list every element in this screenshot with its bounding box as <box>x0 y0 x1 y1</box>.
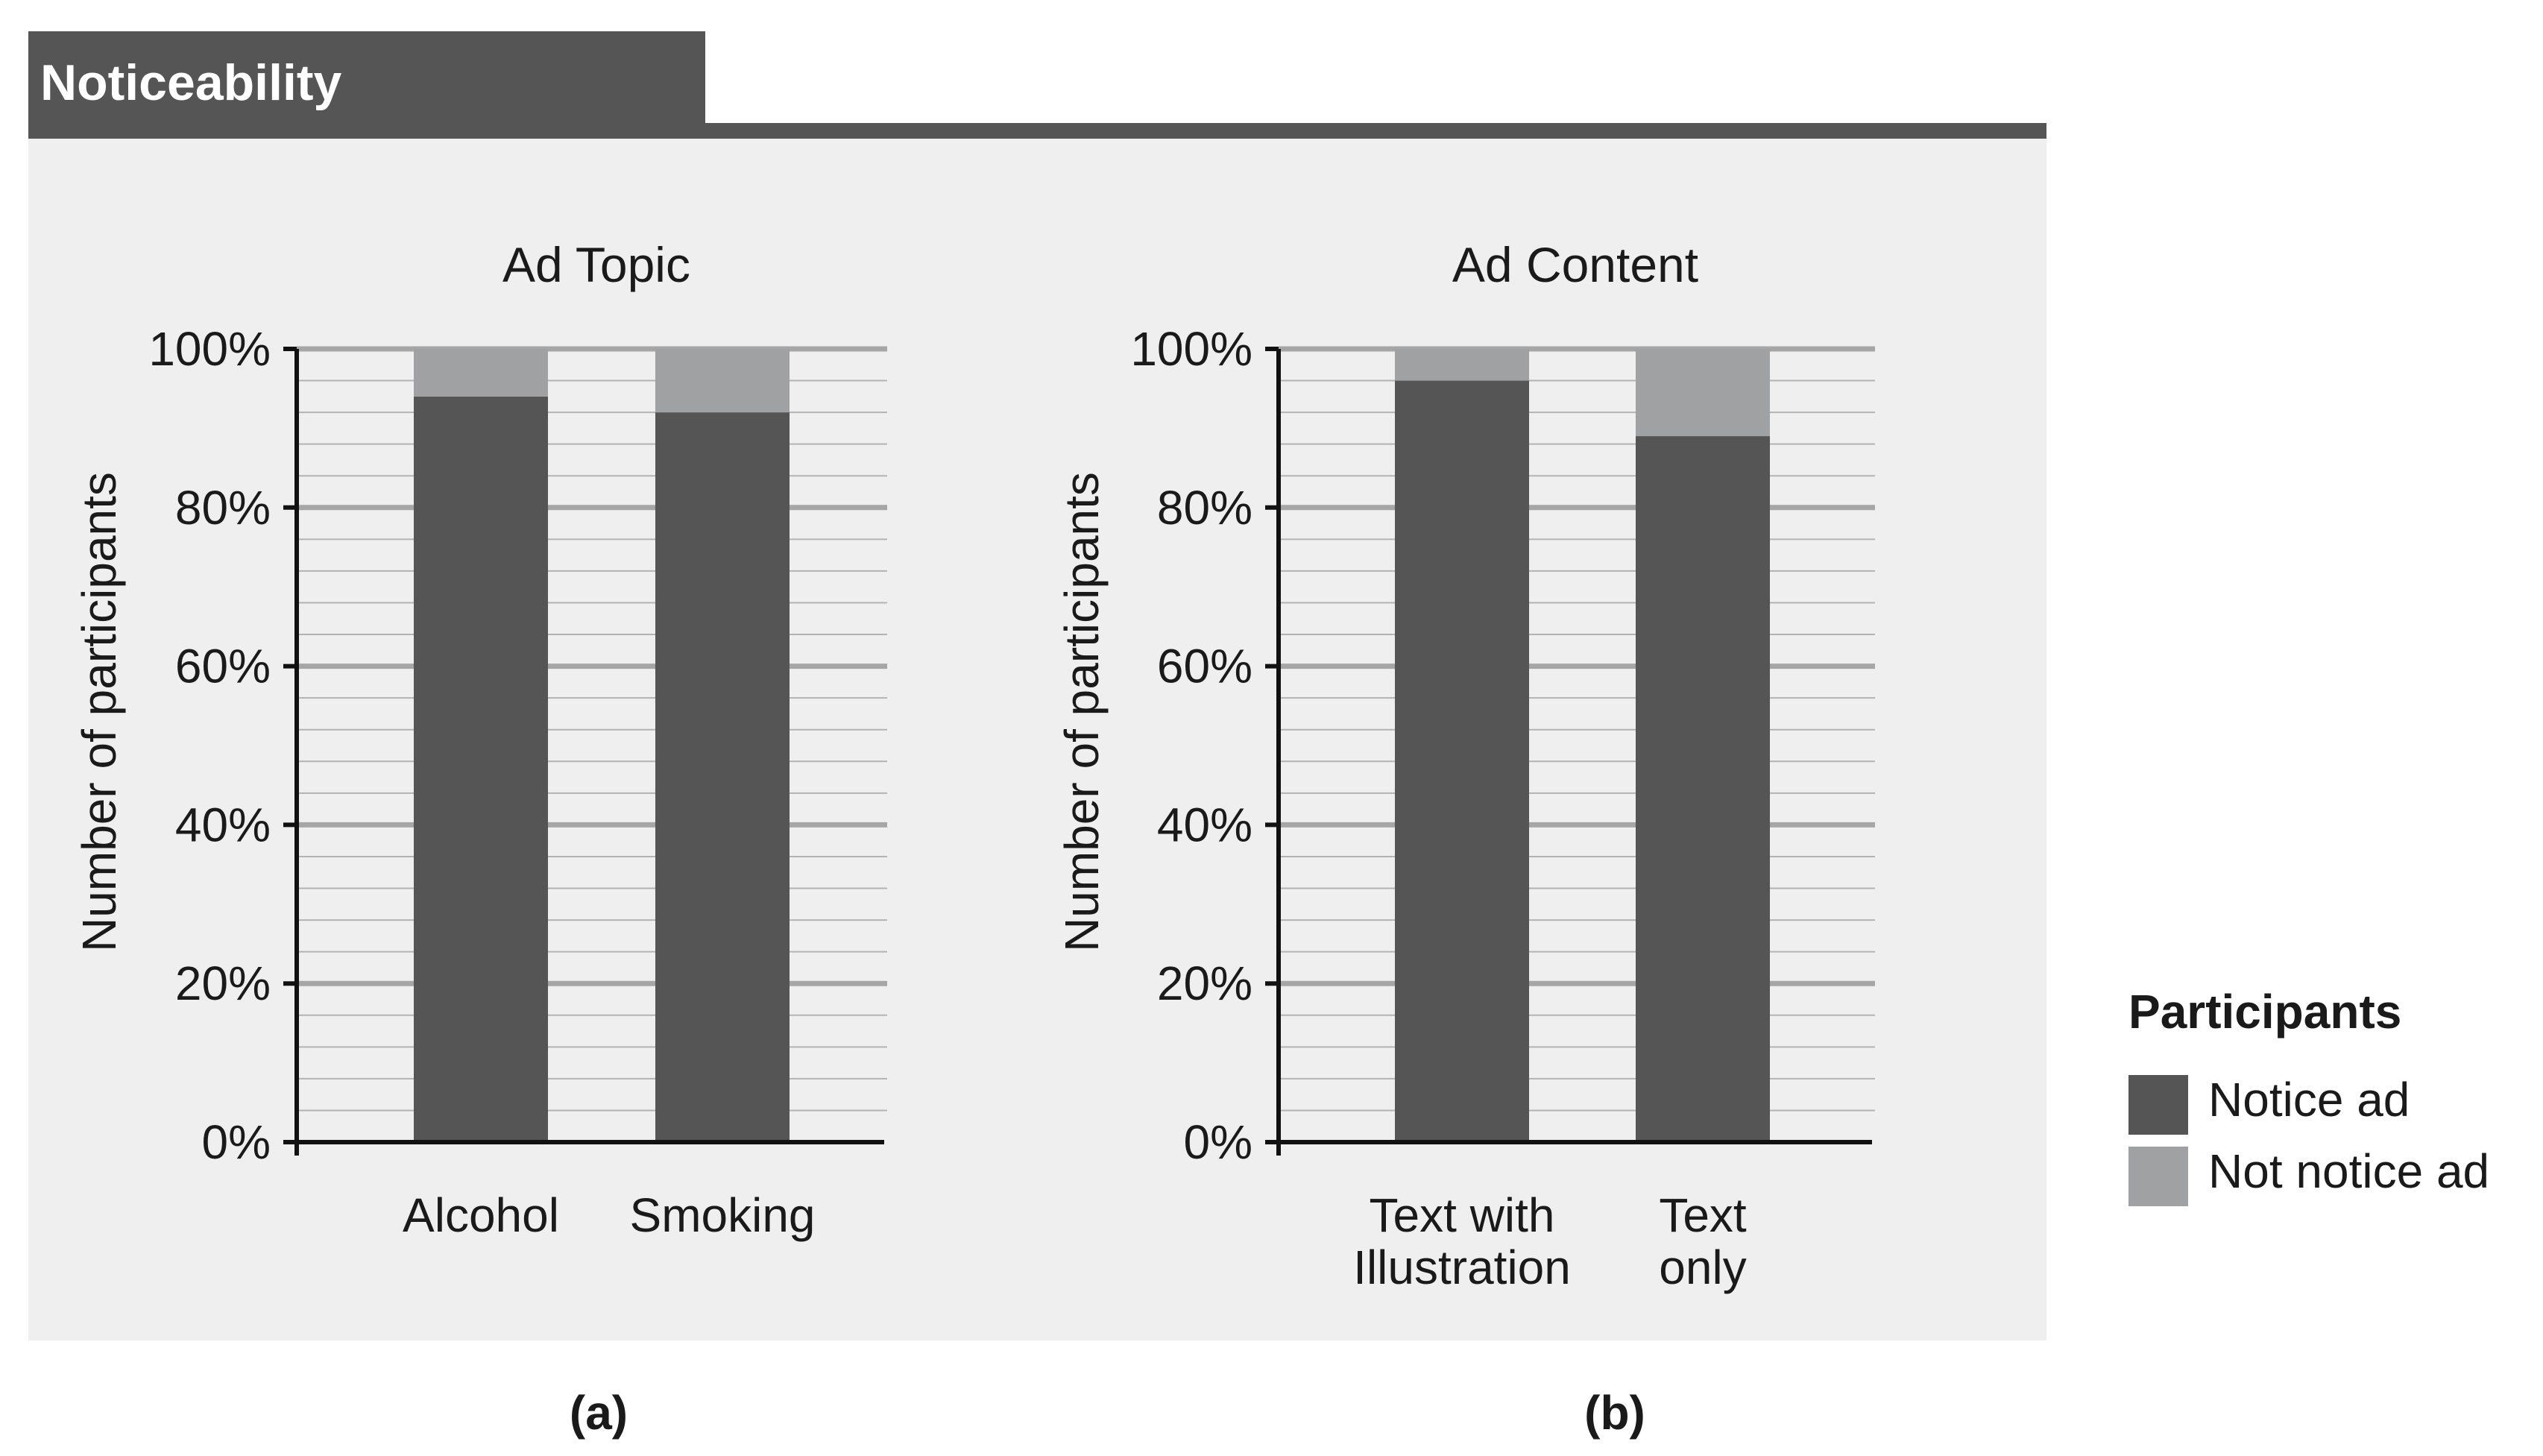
y-tick-label: 60% <box>1157 640 1252 693</box>
y-tick-label: 20% <box>1157 957 1252 1010</box>
header-rule <box>28 123 2046 139</box>
x-tick-label: Smoking <box>630 1188 816 1242</box>
y-tick-label: 80% <box>1157 481 1252 535</box>
panel-label-b: (b) <box>1584 1386 1645 1440</box>
y-tick-label: 100% <box>148 322 271 376</box>
bar-not-notice-b-0 <box>1395 349 1529 381</box>
page-title: Noticeability <box>40 54 342 111</box>
panel-label-a: (a) <box>569 1386 628 1440</box>
legend-title: Participants <box>2128 985 2402 1039</box>
y-tick-label: 40% <box>175 798 271 851</box>
x-tick-label: Text with <box>1370 1188 1555 1242</box>
bar-not-notice-b-1 <box>1636 349 1770 437</box>
legend-label-not-notice: Not notice ad <box>2208 1144 2490 1198</box>
y-tick-label: 40% <box>1157 798 1252 851</box>
y-axis-label: Number of participants <box>1055 472 1109 952</box>
bar-notice-b-1 <box>1636 436 1770 1142</box>
x-tick-label: Text <box>1659 1188 1747 1242</box>
y-tick-label: 60% <box>175 640 271 693</box>
y-tick-label: 80% <box>175 481 271 535</box>
bar-not-notice-a-1 <box>655 349 790 413</box>
legend-swatch-notice <box>2128 1075 2188 1135</box>
chart-title: Ad Content <box>1452 237 1698 292</box>
legend-label-notice: Notice ad <box>2208 1073 2410 1126</box>
bar-notice-b-0 <box>1395 380 1529 1142</box>
y-tick-label: 20% <box>175 957 271 1010</box>
bar-not-notice-a-0 <box>414 349 548 397</box>
y-tick-label: 100% <box>1130 322 1252 376</box>
y-tick-label: 0% <box>202 1115 271 1169</box>
chart-title: Ad Topic <box>502 237 690 292</box>
y-axis-label: Number of participants <box>72 472 126 952</box>
header-tab <box>28 31 705 139</box>
x-tick-label: Alcohol <box>403 1188 559 1242</box>
legend-swatch-not-notice <box>2128 1147 2188 1206</box>
x-tick-label: only <box>1659 1241 1746 1294</box>
x-tick-label: Illustration <box>1353 1241 1571 1294</box>
bar-notice-a-0 <box>414 396 548 1142</box>
bar-notice-a-1 <box>655 412 790 1142</box>
y-tick-label: 0% <box>1184 1115 1253 1169</box>
